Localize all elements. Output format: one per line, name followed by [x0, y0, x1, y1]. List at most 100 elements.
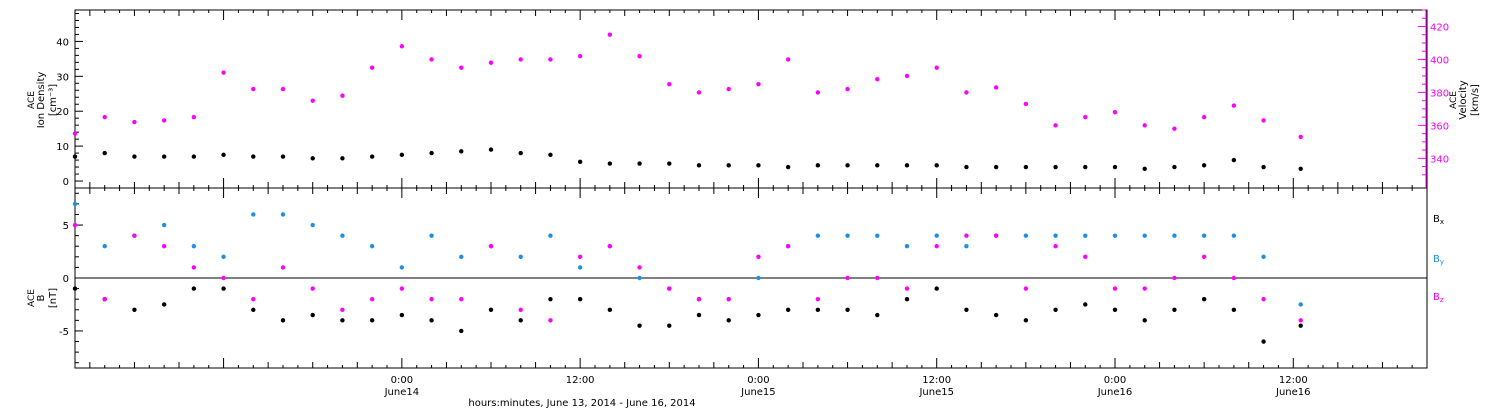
- velocity-point: [577, 53, 583, 59]
- bx-point: [1083, 302, 1088, 307]
- ion-density-point: [280, 154, 286, 159]
- bx-point: [934, 286, 939, 291]
- data-marks: [72, 32, 1303, 344]
- ion-density-point: [993, 164, 999, 170]
- by-point: [251, 212, 256, 217]
- bx-point: [815, 307, 821, 312]
- by-point: [369, 244, 375, 249]
- legend-by: By: [1433, 254, 1444, 266]
- by-point: [815, 233, 821, 238]
- bz-point: [577, 254, 583, 260]
- bx-point: [518, 318, 523, 323]
- by-point: [964, 244, 969, 249]
- bz-point: [459, 296, 464, 302]
- bx-point: [310, 312, 315, 318]
- by-point: [280, 212, 286, 217]
- bz-point: [221, 275, 226, 281]
- bz-point: [726, 296, 731, 302]
- bz-point: [1112, 286, 1118, 291]
- bz-point: [369, 296, 375, 302]
- bz-point: [1053, 244, 1058, 249]
- by-point: [845, 233, 850, 238]
- by-point: [637, 275, 642, 281]
- by-point: [1298, 302, 1303, 307]
- velocity-point: [785, 57, 791, 62]
- velocity-point: [845, 86, 850, 92]
- ion-density-point: [726, 163, 731, 168]
- ion-density-point: [369, 154, 375, 159]
- time-tick-label: 12:00: [566, 375, 595, 386]
- ion-density-point: [459, 149, 464, 154]
- ion-density-point: [964, 164, 969, 170]
- bx-point: [637, 323, 642, 328]
- bz-point: [191, 265, 197, 270]
- velocity-point: [815, 90, 821, 95]
- velocity-point: [548, 57, 553, 62]
- top-panel-frame: [74, 9, 1428, 189]
- velocity-ylabel: ACE Velocity [km/s]: [1449, 80, 1481, 119]
- bx-point: [191, 286, 197, 291]
- velocity-point: [340, 93, 345, 98]
- bx-point: [1112, 307, 1118, 312]
- velocity-axis-ticks: 340 360 380 400 420: [1418, 9, 1449, 176]
- ion-density-point: [548, 152, 553, 158]
- velocity-point: [696, 90, 702, 95]
- bx-point: [1023, 318, 1029, 323]
- bz-point: [785, 244, 791, 249]
- bx-point: [1142, 318, 1147, 323]
- ion-density-point: [488, 147, 494, 152]
- bz-point: [340, 307, 345, 312]
- velocity-point: [280, 86, 286, 92]
- bx-point: [1201, 296, 1207, 302]
- bx-point: [1053, 307, 1058, 312]
- velocity-point: [1172, 126, 1177, 131]
- velocity-tick-label: 340: [1430, 154, 1449, 165]
- by-point: [459, 254, 464, 260]
- bx-point: [785, 307, 791, 312]
- velocity-point: [1261, 118, 1266, 123]
- velocity-tick-label: 360: [1430, 121, 1449, 132]
- bz-point: [1142, 286, 1147, 291]
- bx-point: [1231, 307, 1237, 312]
- legend-bz: Bz: [1433, 292, 1444, 304]
- ion-density-point: [1172, 164, 1177, 170]
- bz-point: [637, 265, 642, 270]
- velocity-point: [102, 114, 107, 120]
- bz-point: [993, 233, 999, 238]
- velocity-point: [310, 98, 315, 103]
- velocity-point: [904, 73, 910, 79]
- bx-point: [875, 312, 880, 318]
- ion-density-point: [1261, 164, 1266, 170]
- velocity-point: [429, 57, 434, 62]
- bz-point: [934, 244, 939, 249]
- ion-density-point: [340, 156, 345, 161]
- bx-point: [369, 318, 375, 323]
- bz-point: [488, 244, 494, 249]
- ion-density-point: [577, 159, 583, 165]
- ion-density-point: [637, 161, 642, 166]
- velocity-point: [637, 53, 642, 59]
- velocity-point: [1142, 123, 1147, 128]
- ion-density-point: [696, 163, 702, 168]
- velocity-point: [934, 65, 939, 70]
- by-point: [518, 254, 523, 260]
- velocity-ylabel-line-2: Velocity: [1458, 80, 1469, 119]
- bx-point: [607, 307, 613, 312]
- bz-point: [1083, 254, 1088, 260]
- by-point: [1172, 233, 1177, 238]
- b-ylabel-line-2: B: [36, 294, 47, 301]
- by-point: [1142, 233, 1147, 238]
- velocity-point: [191, 114, 197, 120]
- by-point: [1201, 233, 1207, 238]
- bz-point: [1261, 296, 1266, 302]
- density-tick-label: 10: [56, 142, 69, 153]
- bz-point: [548, 318, 553, 323]
- bx-point: [696, 312, 702, 318]
- bx-point: [280, 318, 286, 323]
- bx-point: [667, 323, 672, 328]
- bx-point: [161, 302, 167, 307]
- bz-point: [667, 286, 672, 291]
- bx-point: [340, 318, 345, 323]
- velocity-point: [369, 65, 375, 70]
